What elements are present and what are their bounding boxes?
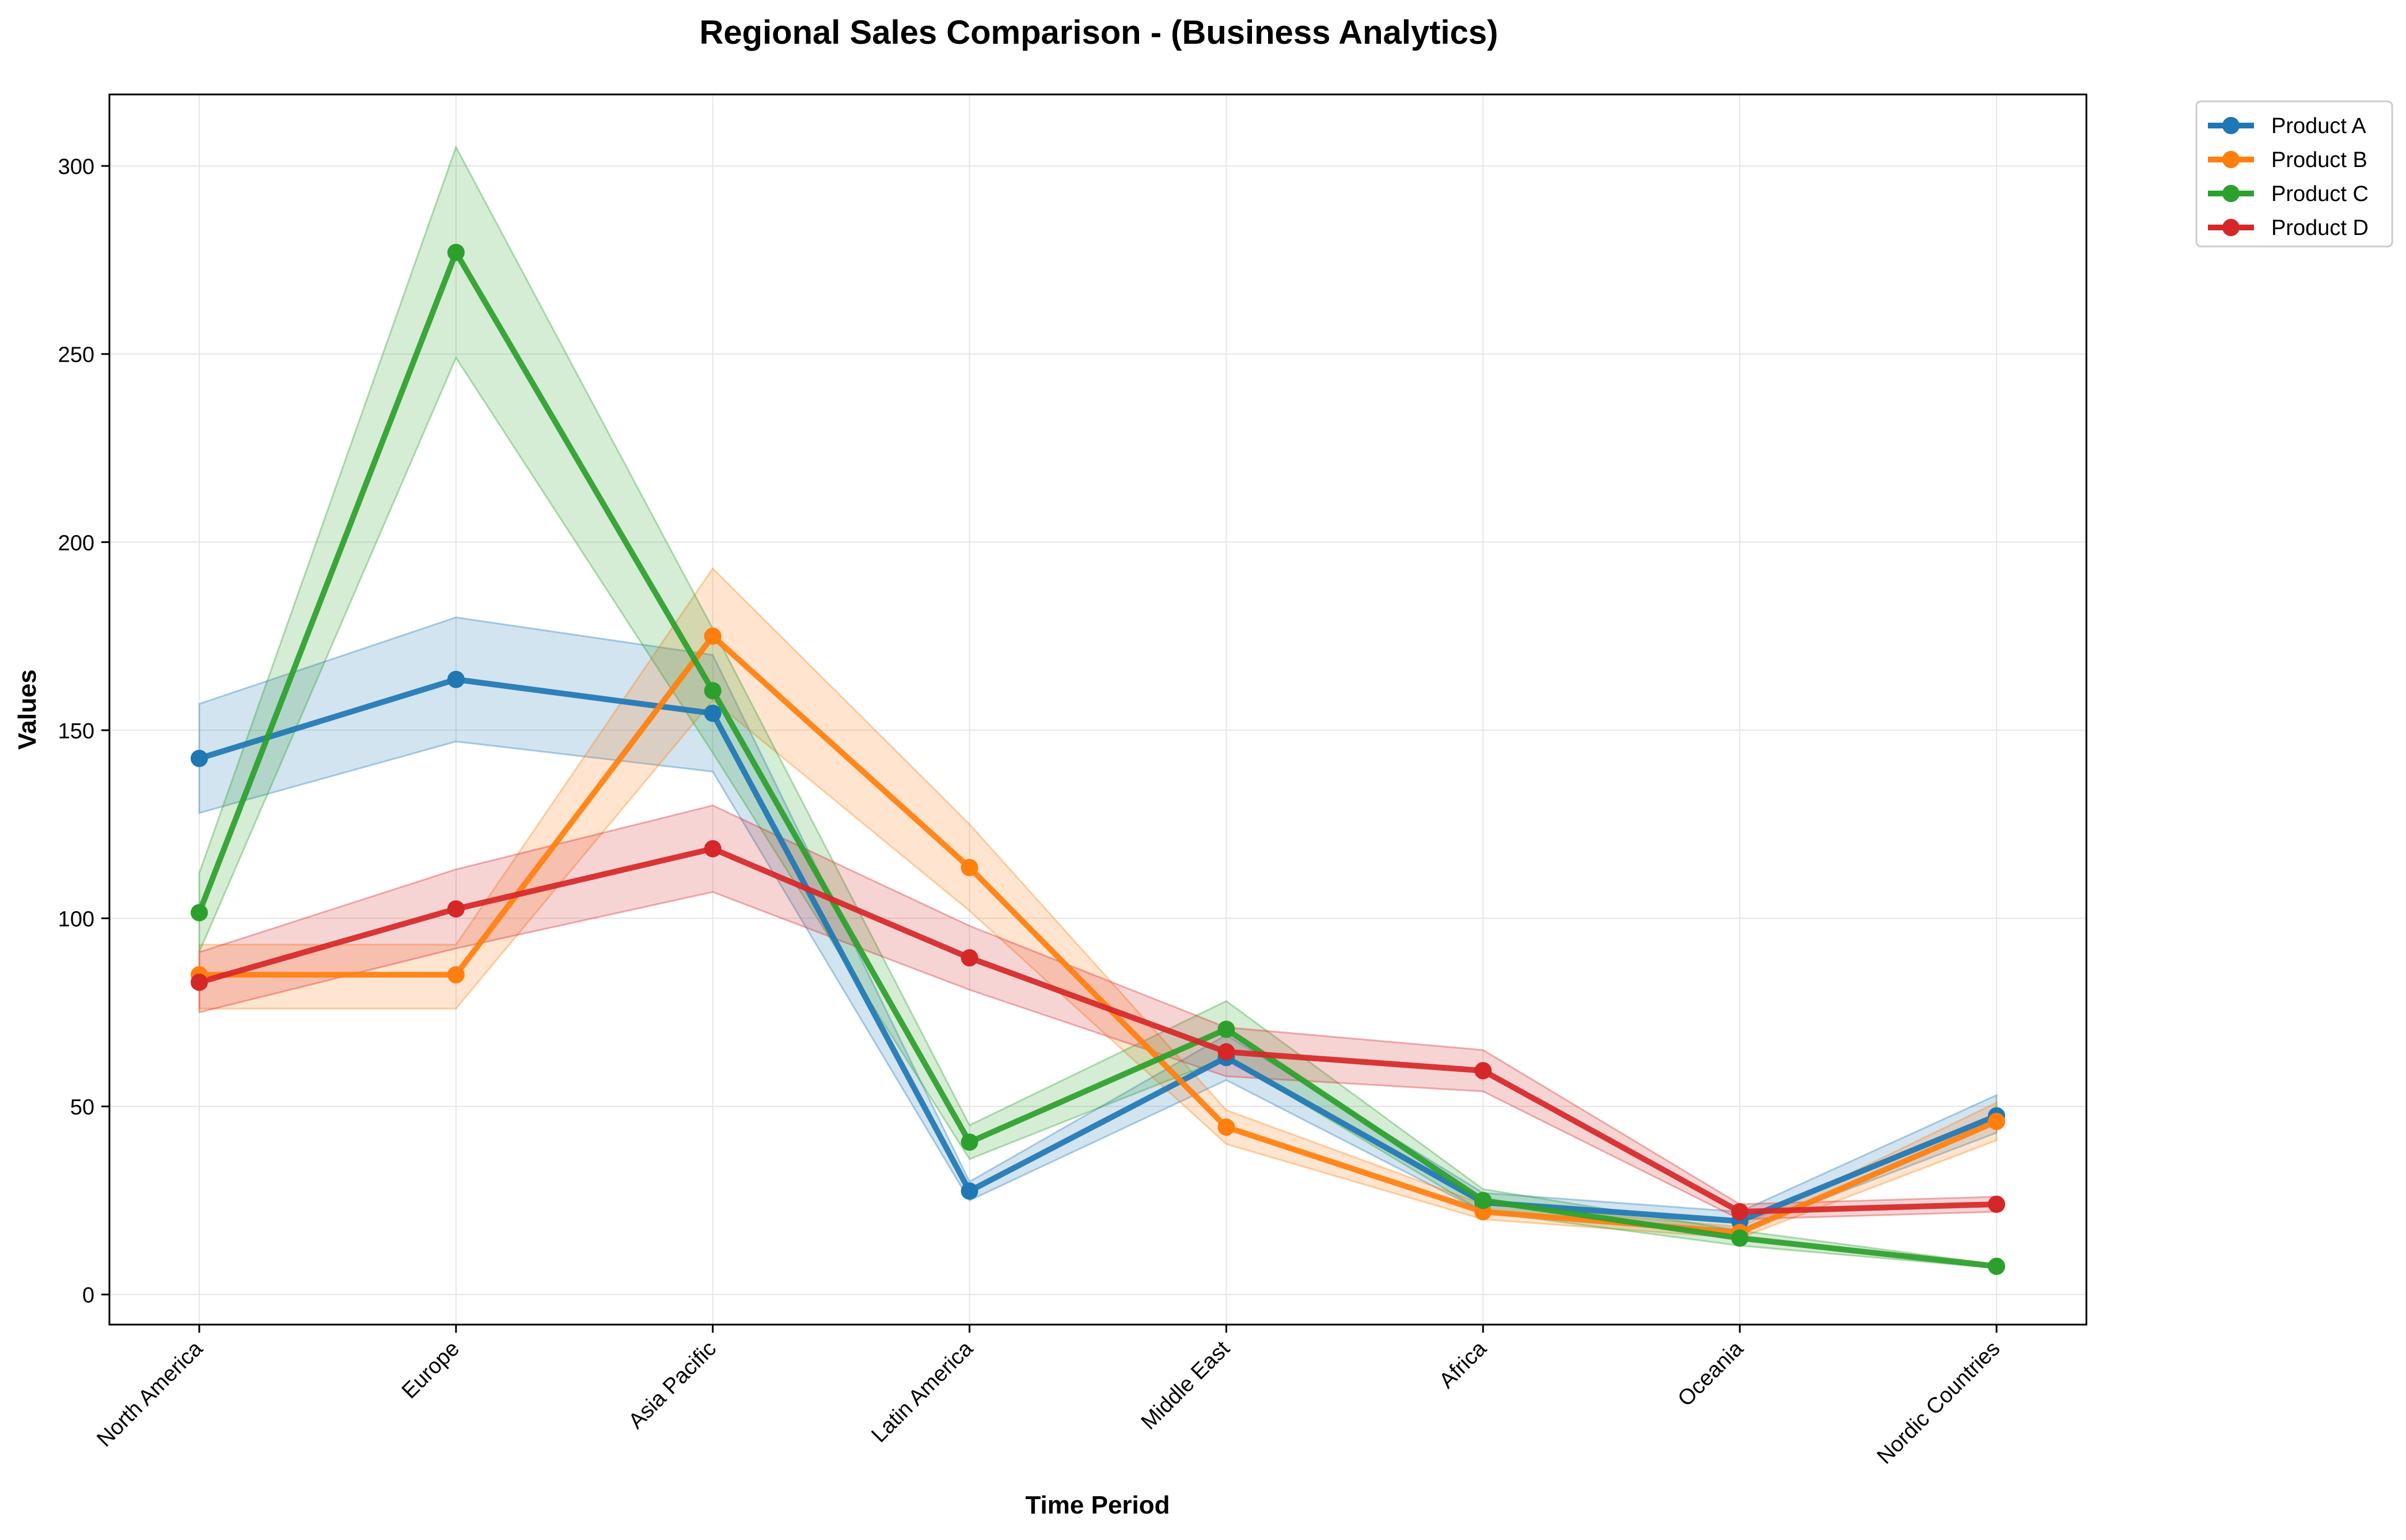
line-product-d [198,845,1997,1215]
y-tick-label-200: 200 [58,531,94,555]
point-product-b-asia-pacific [704,627,722,645]
y-axis-label: Values [13,669,41,749]
point-product-b-middle-east [1217,1118,1235,1136]
point-product-c-asia-pacific [704,682,722,700]
point-product-c-middle-east [1217,1021,1235,1038]
y-tick-label-300: 300 [58,155,94,179]
grid-layer [109,94,2086,1325]
line-product-c [196,249,1997,1269]
point-product-a-asia-pacific [704,704,722,722]
point-product-c-europe [447,244,465,261]
y-tick-label-250: 250 [58,343,94,367]
legend-label-product-d: Product D [2271,216,2369,240]
y-tick-label-150: 150 [58,719,94,744]
point-product-d-africa [1474,1062,1492,1080]
x-axis-label: Time Period [1025,1491,1170,1519]
series-lines [196,249,1998,1269]
point-product-a-europe [447,670,465,688]
legend-label-product-c: Product C [2271,182,2369,206]
legend-marker-product-b [2222,151,2240,168]
legend-marker-product-c [2222,185,2240,202]
point-product-d-latin-america [961,949,978,967]
point-product-c-latin-america [961,1133,978,1151]
plot-frame [108,93,2088,1326]
chart-title: Regional Sales Comparison - (Business An… [700,14,1498,51]
legend-marker-product-d [2222,219,2240,236]
point-product-d-oceania [1731,1203,1749,1221]
series-markers [191,244,2005,1275]
legend-items: Product A Product B Product C Product D [2208,114,2369,240]
point-product-c-north-america [191,904,208,921]
point-product-c-nordic-countries [1988,1257,2005,1275]
confidence-bands [198,145,1998,1269]
y-tick-label-100: 100 [58,908,94,932]
point-product-c-oceania [1731,1229,1749,1247]
legend-box [2195,100,2393,248]
y-tick-label-50: 50 [70,1095,94,1120]
band-product-a [198,616,1998,1232]
line-product-a [198,676,1998,1224]
point-product-a-latin-america [961,1182,978,1200]
point-product-d-north-america [191,973,208,991]
point-product-b-nordic-countries [1988,1113,2005,1131]
point-product-d-europe [447,900,465,918]
legend-label-product-a: Product A [2271,114,2366,138]
legend: Product A Product B Product C Product D [2195,100,2393,248]
legend-label-product-b: Product B [2271,148,2367,172]
point-product-c-africa [1474,1192,1492,1209]
y-axis: 0 50 100 150 200 250 300 [58,155,109,1308]
y-tick-label-0: 0 [82,1284,94,1308]
legend-marker-product-a [2222,117,2240,134]
plot-area [108,93,2088,1326]
band-product-b [198,567,1998,1239]
point-product-d-middle-east [1217,1043,1235,1061]
point-product-d-asia-pacific [704,840,722,858]
point-product-a-north-america [191,749,208,767]
point-product-d-nordic-countries [1988,1195,2005,1213]
point-product-b-latin-america [961,859,978,877]
point-product-b-europe [447,966,465,984]
